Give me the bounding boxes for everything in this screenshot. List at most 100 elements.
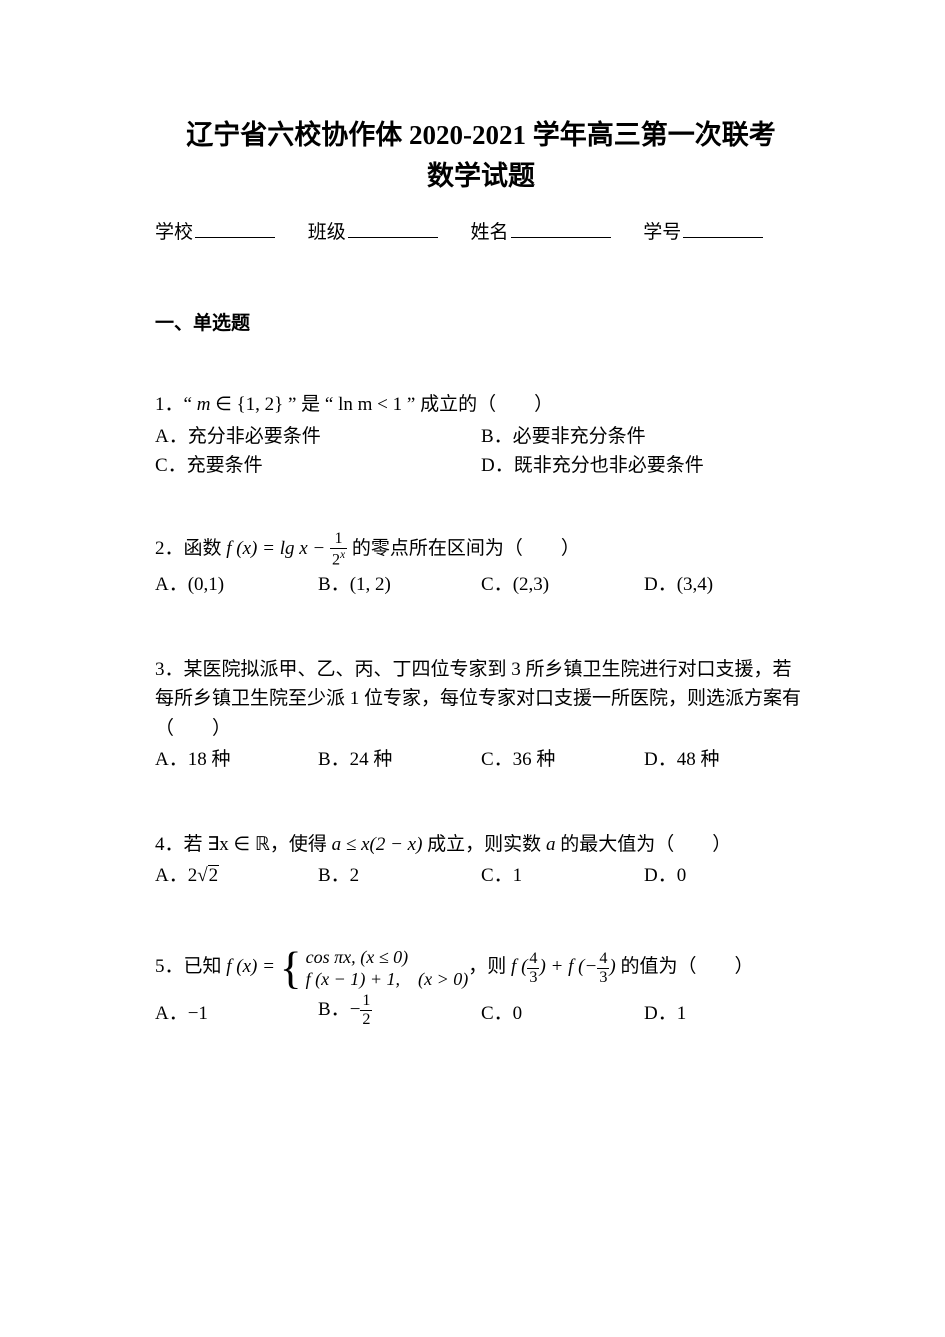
q4-tail: 的最大值为（ ） [555,834,731,855]
q4-ineq: a ≤ x(2 − x) [332,834,423,855]
q2-d-val: (3,4) [677,574,713,595]
q5-b-num: 1 [360,993,372,1010]
q4-opt-b: B．2 [318,861,481,890]
q5-b-den: 2 [360,1010,372,1028]
q2-options: A．(0,1) B．(1, 2) C．(2,3) D．(3,4) [155,570,807,599]
q2-fx: f (x) = lg x − [226,538,330,559]
meta-id: 学号 [643,218,763,248]
q5-b-pre: B． [318,999,350,1020]
q3-opt-b: B．24 种 [318,745,481,774]
q5-tail: 的值为（ ） [616,957,754,978]
q5-cases: cos πx, (x ≤ 0)f (x − 1) + 1, (x > 0) [306,946,469,990]
q1-num: 1． [155,394,184,415]
q5-fx-head: f (x) = [226,957,279,978]
q5-frac1: 43 [527,951,539,986]
meta-id-label: 学号 [643,222,681,243]
q1-expr2: ln m < 1 [338,394,402,415]
q2-num: 2．函数 [155,538,226,559]
blank-line [348,219,438,238]
q4-exists: ∃x ∈ ℝ [207,834,270,855]
q5-f1-den: 3 [527,968,539,986]
q2-frac: 12x [330,531,347,569]
meta-name: 姓名 [471,218,611,248]
meta-class: 班级 [308,218,438,248]
q2-frac-num: 1 [330,531,347,548]
q5-options: A．−1 B．−12 C．0 D．1 [155,993,807,1028]
question-1: 1．“ m ∈ {1, 2} ” 是 “ ln m < 1 ” 成立的（ ） A… [155,390,807,480]
q5-case1: cos πx, (x ≤ 0) [306,946,469,968]
q5-piecewise: {cos πx, (x ≤ 0)f (x − 1) + 1, (x > 0) [280,945,469,991]
q4-var: a [546,834,556,855]
meta-class-label: 班级 [308,222,346,243]
q2-frac-den-sup: x [340,549,345,561]
q5-frac2: 43 [597,951,609,986]
q4-mid1: ，使得 [270,834,332,855]
q5-mid: ，则 [468,957,511,978]
q4-a-val: 2√2 [188,865,219,886]
q2-c-val: (2,3) [513,574,549,595]
q3-opt-c: C．36 种 [481,745,644,774]
q5-case2: f (x − 1) + 1, (x > 0) [306,968,469,990]
q4-opt-c: C．1 [481,861,644,890]
q2-b-pre: B． [318,574,350,595]
q5-f2-den: 3 [597,968,609,986]
q5-b-frac: 12 [360,993,372,1028]
q2-opt-b: B．(1, 2) [318,570,481,599]
q4-stem: 4．若 ∃x ∈ ℝ，使得 a ≤ x(2 − x) 成立，则实数 a 的最大值… [155,830,807,859]
page: 辽宁省六校协作体 2020-2021 学年高三第一次联考 数学试题 学校 班级 … [0,0,945,1028]
q3-opt-a: A．18 种 [155,745,318,774]
q1-mid: ” 是 “ [283,394,338,415]
q2-opt-a: A．(0,1) [155,570,318,599]
q1-opt-d: D．既非充分也非必要条件 [481,451,807,480]
meta-name-label: 姓名 [471,222,509,243]
q5-f2-num: 4 [597,951,609,968]
q2-frac-den-base: 2 [332,551,340,568]
section-heading: 一、单选题 [155,308,807,335]
meta-school: 学校 [155,218,275,248]
question-4: 4．若 ∃x ∈ ℝ，使得 a ≤ x(2 − x) 成立，则实数 a 的最大值… [155,830,807,891]
q1-openq: “ [184,394,197,415]
question-2: 2．函数 f (x) = lg x − 12x 的零点所在区间为（ ） A．(0… [155,531,807,600]
q1-expr1b: ∈ {1, 2} [210,394,283,415]
title-line1: 辽宁省六校协作体 2020-2021 学年高三第一次联考 [155,115,807,156]
q2-opt-d: D．(3,4) [644,570,807,599]
brace-icon: { [280,945,306,991]
q5-stem: 5．已知 f (x) = {cos πx, (x ≤ 0)f (x − 1) +… [155,945,807,991]
q5-opt-a: A．−1 [155,999,318,1028]
meta-school-label: 学校 [155,222,193,243]
q2-stem: 2．函数 f (x) = lg x − 12x 的零点所在区间为（ ） [155,531,807,569]
blank-line [511,219,611,238]
q2-b-val: (1, 2) [350,574,391,595]
q5-f1-num: 4 [527,951,539,968]
q3-opt-d: D．48 种 [644,745,807,774]
q2-opt-c: C．(2,3) [481,570,644,599]
meta-row: 学校 班级 姓名 学号 [155,218,807,248]
q1-closeq: ” 成立的（ ） [402,394,553,415]
q1-stem: 1．“ m ∈ {1, 2} ” 是 “ ln m < 1 ” 成立的（ ） [155,390,807,419]
q4-mid2: 成立，则实数 [422,834,546,855]
q5-num: 5．已知 [155,957,226,978]
q1-opt-b: B．必要非充分条件 [481,422,807,451]
q5-vm: ) + f (− [539,957,597,978]
q4-a-rad: 2 [208,865,220,885]
q1-options: A．充分非必要条件 B．必要非充分条件 C．充要条件 D．既非充分也非必要条件 [155,422,807,481]
q5-opt-d: D．1 [644,999,807,1028]
q4-num: 4．若 [155,834,207,855]
question-5: 5．已知 f (x) = {cos πx, (x ≤ 0)f (x − 1) +… [155,945,807,1028]
q2-d-pre: D． [644,574,677,595]
q4-opt-d: D．0 [644,861,807,890]
q2-frac-den: 2x [330,548,347,569]
q1-opt-c: C．充要条件 [155,451,481,480]
q2-a-pre: A． [155,574,188,595]
q5-opt-b: B．−12 [318,993,481,1028]
q4-opt-a: A．2√2 [155,861,318,890]
question-3: 3．某医院拟派甲、乙、丙、丁四位专家到 3 所乡镇卫生院进行对口支援，若每所乡镇… [155,655,807,775]
q1-opt-a: A．充分非必要条件 [155,422,481,451]
q5-vh: f ( [511,957,527,978]
q4-a-coef: 2 [188,865,198,886]
q2-c-pre: C． [481,574,513,595]
q2-a-val: (0,1) [188,574,224,595]
q2-tail: 的零点所在区间为（ ） [347,538,580,559]
q4-a-pre: A． [155,865,188,886]
blank-line [683,219,763,238]
